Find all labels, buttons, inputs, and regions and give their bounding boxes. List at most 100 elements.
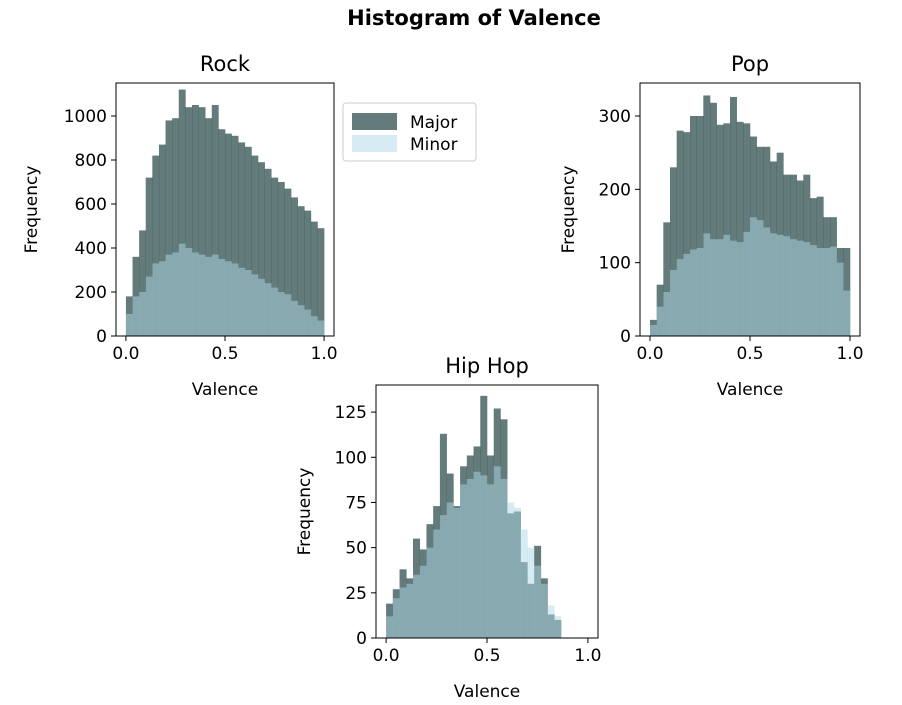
hiphop-minor-bar-12 [466,478,474,638]
hiphop-minor-bar-16 [493,466,501,638]
rock-minor-bar-2 [139,292,147,336]
hiphop-minor-bar-22 [534,565,542,638]
hiphop-minor-bar-7 [433,529,441,638]
pop-minor-bar-6 [690,249,697,336]
pop-major-bar-8 [703,95,711,336]
rock-minor-bar-15 [225,261,232,336]
rock-minor-bar-14 [218,259,226,336]
rock-minor-bar-5 [158,261,166,336]
pop-minor-bar-23 [803,242,811,336]
pop-minor-bar-22 [796,240,804,336]
pop-major-bar-2 [663,222,671,336]
hiphop-xtick-label: 0.0 [373,646,400,666]
rock-ytick-label: 800 [75,151,107,171]
hiphop-minor-bar-18 [507,502,515,638]
pop-xtick-label: 1.0 [836,344,863,364]
pop-minor-bar-18 [770,233,777,336]
pop-minor-bar-3 [670,270,677,336]
hiphop-minor-bar-0 [386,616,394,638]
rock-minor-bar-4 [152,263,160,336]
pop-minor-bar-16 [756,220,764,336]
rock-major-bar-27 [304,210,312,336]
pop-major-bar-5 [683,132,691,336]
hiphop-xaxis-label: Valence [454,682,521,702]
pop-minor-bar-28 [836,262,844,336]
rock-major-bar-10 [191,105,199,336]
rock-minor-bar-29 [317,320,325,336]
rock-minor-bar-26 [297,305,305,336]
hiphop-yaxis-label: Frequency [295,468,315,556]
pop-major-bar-12 [730,96,737,336]
rock-major-bar-22 [271,177,279,336]
pop-minor-bar-4 [676,259,684,336]
pop-panel-title: Pop [731,52,769,76]
hiphop-minor-bar-6 [426,547,434,638]
pop-minor-bar-0 [650,325,657,336]
rock-minor-bar-16 [231,263,239,336]
hiphop-minor-bar-23 [540,583,548,638]
rock-panel-title: Rock [200,52,251,76]
pop-minor-bar-2 [663,292,671,336]
pop-minor-bar-21 [790,239,797,336]
legend-minor-label: Minor [410,135,458,155]
rock-xaxis-label: Valence [192,380,259,400]
hiphop-ytick-label: 50 [345,539,367,559]
pop-minor-bar-20 [783,236,791,336]
hiphop-minor-bar-20 [520,529,528,638]
hiphop-minor-bar-13 [473,471,481,638]
rock-minor-bar-1 [132,296,140,336]
rock-major-bar-25 [291,197,298,336]
rock-major-bar-28 [310,221,318,336]
pop-minor-bar-19 [776,234,784,336]
pop-minor-bar-7 [696,248,704,336]
rock-major-bar-14 [218,129,226,336]
hiphop-minor-bar-21 [527,547,535,638]
figure-title: Histogram of Valence [347,6,601,30]
rock-ytick-label: 0 [96,327,107,347]
rock-major-bar-7 [172,118,180,336]
rock-minor-bar-22 [271,287,279,336]
rock-xtick-label: 1.0 [311,344,338,364]
rock-major-bar-19 [251,155,259,336]
pop-major-bar-13 [736,121,744,336]
rock-xtick-label: 0.0 [112,344,139,364]
pop-minor-bar-11 [723,234,731,336]
pop-minor-bar-29 [843,290,851,336]
rock-major-bar-20 [258,162,265,336]
legend: Major Minor [342,102,477,162]
pop-histogram-panel: 0.0 0.5 1.0 0 100 200 300 Pop Valence Frequency [559,52,864,400]
hiphop-xtick-label: 0.5 [473,646,500,666]
pop-minor-bar-9 [710,239,717,336]
rock-minor-bar-18 [244,270,252,336]
pop-ytick-label: 100 [599,254,631,274]
rock-minor-bar-10 [191,252,199,336]
pop-major-bar-10 [716,124,724,336]
legend-major-label: Major [410,113,457,133]
pop-minor-bar-24 [810,245,817,336]
pop-minor-bar-13 [736,242,744,336]
pop-xtick-label: 0.0 [636,344,663,364]
rock-minor-bar-8 [178,243,186,336]
rock-major-bar-9 [185,107,193,336]
rock-major-bar-8 [178,89,186,336]
rock-yaxis-label: Frequency [22,166,42,254]
pop-major-bar-6 [690,116,697,336]
pop-minor-bar-15 [750,217,757,336]
hiphop-minor-bar-15 [487,484,495,638]
rock-minor-bar-11 [198,254,206,336]
pop-minor-bar-25 [816,248,824,336]
rock-major-bar-6 [165,120,173,337]
pop-yaxis-label: Frequency [559,166,579,254]
rock-minor-bar-24 [284,294,292,336]
rock-minor-bar-17 [238,267,246,336]
rock-minor-bar-20 [258,278,265,336]
pop-minor-bar-5 [683,253,691,336]
rock-minor-bar-9 [185,248,193,336]
pop-minor-bar-12 [730,240,737,336]
rock-minor-bar-6 [165,254,173,336]
rock-major-bar-12 [205,118,213,336]
rock-major-bar-29 [317,228,325,336]
hiphop-minor-bar-8 [439,515,447,638]
rock-histogram-panel: 0.0 0.5 1.0 0 200 400 600 800 1000 Rock Valence Fre… [22,52,338,400]
legend-minor-swatch [352,135,397,152]
